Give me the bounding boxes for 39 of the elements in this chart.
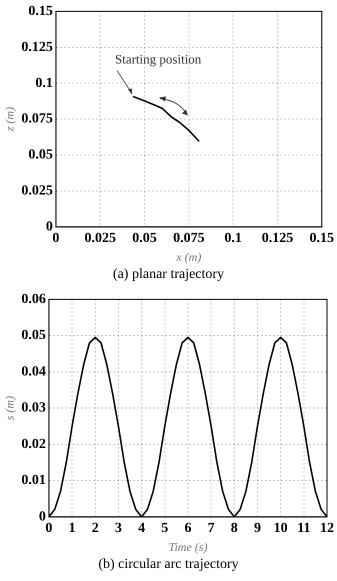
y-tick-label: 0.02: [21, 436, 46, 452]
y-tick-label: 0: [38, 509, 46, 524]
y-tick-label: 0.06: [21, 292, 46, 308]
y-tick-label: 0.1: [35, 76, 53, 91]
x-tick-label: 5: [161, 520, 168, 536]
x-tick-label: 12: [320, 520, 334, 536]
x-axis-title: x (m): [175, 250, 202, 264]
y-tick-label: 0.075: [21, 112, 53, 127]
annotation: Starting position: [114, 51, 202, 66]
x-tick-label: 3: [114, 520, 122, 536]
y-tick-label: 0.15: [28, 4, 53, 20]
x-tick-label: 1: [68, 520, 76, 536]
y-tick-label: 0: [46, 219, 53, 234]
x-tick-label: 0.1: [224, 230, 242, 246]
x-tick-label: 11: [297, 520, 310, 536]
x-tick-label: 8: [230, 520, 238, 536]
x-tick-label: 0.075: [173, 230, 205, 246]
x-tick-label: 4: [138, 520, 146, 536]
y-axis-title: z (m): [2, 106, 16, 132]
x-axis-title: Time (s): [168, 540, 208, 554]
x-tick-label: 9: [254, 520, 261, 536]
x-tick-label: 6: [184, 520, 192, 536]
y-tick-label: 0.05: [28, 148, 53, 163]
y-tick-label: 0.05: [21, 328, 46, 344]
x-tick-label: 0.05: [132, 230, 157, 246]
x-tick-label: 0.025: [84, 230, 116, 246]
x-tick-label: 0.15: [310, 230, 334, 246]
y-tick-label: 0.025: [21, 184, 53, 199]
text: (a) planar trajectory: [112, 266, 226, 284]
y-tick-label: 0.04: [21, 364, 46, 380]
y-axis-title: s (m): [2, 396, 16, 420]
x-tick-label: 10: [274, 520, 288, 536]
y-tick-label: 0.01: [21, 473, 46, 488]
x-tick-label: 2: [92, 520, 99, 536]
text: (b) circular arc trajectory: [97, 556, 240, 574]
y-tick-label: 0.125: [21, 40, 53, 55]
x-tick-label: 7: [208, 520, 215, 536]
x-tick-label: 0.125: [262, 230, 294, 246]
y-tick-label: 0.03: [21, 400, 46, 416]
